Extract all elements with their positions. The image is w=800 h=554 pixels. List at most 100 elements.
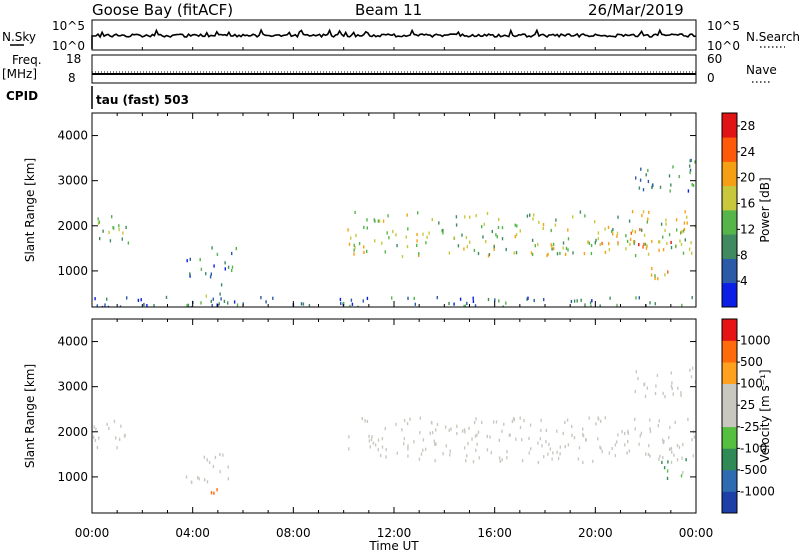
echo-cell (688, 247, 691, 251)
echo-cell (580, 298, 582, 302)
echo-cell (680, 393, 682, 397)
echo-cell (340, 301, 342, 305)
echo-cell (542, 226, 544, 230)
colorbar-tick-label: 25 (740, 398, 755, 412)
echo-cell (608, 451, 611, 455)
power-axes: 1000 2000 3000 4000 (57, 113, 697, 307)
nsearch-tick-top: 10^5 (707, 19, 740, 33)
echo-cell (362, 299, 364, 303)
echo-cell (211, 303, 213, 307)
echo-cell (664, 228, 666, 233)
echo-cell (475, 214, 477, 218)
power-echoes (94, 158, 696, 307)
echo-cell (648, 444, 650, 448)
echo-cell (463, 247, 465, 251)
echo-cell (599, 243, 601, 247)
echo-cell (211, 246, 213, 250)
echo-cell (694, 160, 696, 164)
echo-cell (377, 448, 379, 452)
echo-cell (519, 229, 521, 233)
echo-cell (372, 441, 375, 445)
echo-cell (647, 168, 649, 173)
echo-cell (597, 231, 600, 235)
echo-cell (219, 470, 221, 474)
nsearch-tick-bottom: 10^0 (707, 39, 740, 53)
echo-cell (530, 251, 533, 255)
echo-cell (692, 183, 695, 188)
echo-cell (125, 225, 127, 229)
echo-cell (616, 234, 618, 238)
echo-cell (645, 452, 647, 456)
echo-cell (406, 245, 409, 249)
echo-cell (552, 451, 554, 455)
echo-cell (681, 456, 683, 460)
echo-cell (659, 454, 661, 458)
echo-cell (645, 173, 647, 177)
echo-cell (670, 460, 673, 464)
echo-cell (222, 453, 224, 457)
echo-cell (476, 442, 478, 446)
echo-cell (644, 242, 647, 246)
echo-cell (137, 298, 140, 302)
echo-cell (363, 225, 365, 229)
echo-cell (692, 454, 694, 458)
echo-cell (539, 437, 542, 441)
echo-cell (361, 417, 363, 421)
echo-cell (391, 296, 393, 300)
echo-cell (374, 239, 376, 243)
echo-cell (690, 241, 692, 245)
echo-cell (419, 431, 421, 435)
echo-cell (527, 296, 529, 300)
echo-cell (579, 210, 582, 214)
echo-cell (486, 211, 489, 216)
echo-cell (413, 440, 415, 444)
echo-cell (455, 223, 458, 227)
echo-cell (657, 277, 659, 281)
echo-cell (521, 438, 523, 442)
power-panel: 1000 2000 3000 4000 Slant Range [km] 28 24 20… (23, 112, 772, 308)
echo-cell (199, 258, 201, 262)
echo-cell (604, 250, 607, 254)
echo-cell (464, 215, 466, 219)
colorbar-segment (722, 185, 737, 211)
echo-cell (409, 417, 411, 421)
echo-cell (464, 430, 466, 434)
echo-cell (485, 240, 487, 244)
echo-cell (272, 296, 274, 300)
echo-cell (582, 427, 584, 431)
echo-cell (595, 238, 597, 242)
echo-cell (416, 243, 418, 247)
echo-cell (564, 420, 566, 424)
colorbar-segment (722, 448, 737, 471)
echo-cell (478, 456, 480, 460)
echo-cell (112, 226, 114, 230)
echo-cell (679, 239, 681, 243)
echo-cell (302, 302, 305, 306)
echo-cell (590, 304, 592, 307)
nave-tick-top: 60 (707, 52, 722, 66)
echo-cell (370, 437, 373, 441)
echo-cell (185, 475, 188, 479)
echo-cell (658, 457, 660, 461)
echo-cell (624, 431, 626, 436)
echo-cell (98, 436, 100, 440)
echo-cell (511, 419, 514, 423)
nsky-label: N.Sky (2, 30, 36, 44)
echo-cell (548, 442, 550, 447)
echo-cell (654, 274, 656, 278)
echo-cell (529, 423, 532, 427)
echo-cell (300, 302, 303, 306)
echo-cell (347, 228, 349, 232)
echo-cell (572, 251, 574, 255)
echo-cell (588, 416, 590, 420)
echo-cell (634, 427, 636, 431)
ytick-label: 1000 (57, 470, 88, 484)
colorbar-segment (722, 362, 737, 384)
echo-cell (466, 301, 468, 305)
echo-cell (694, 380, 696, 384)
echo-cell (492, 420, 495, 424)
echo-cell (595, 422, 597, 426)
echo-cell (118, 228, 120, 232)
echo-cell (599, 445, 601, 449)
colorbar-segment (722, 282, 737, 308)
